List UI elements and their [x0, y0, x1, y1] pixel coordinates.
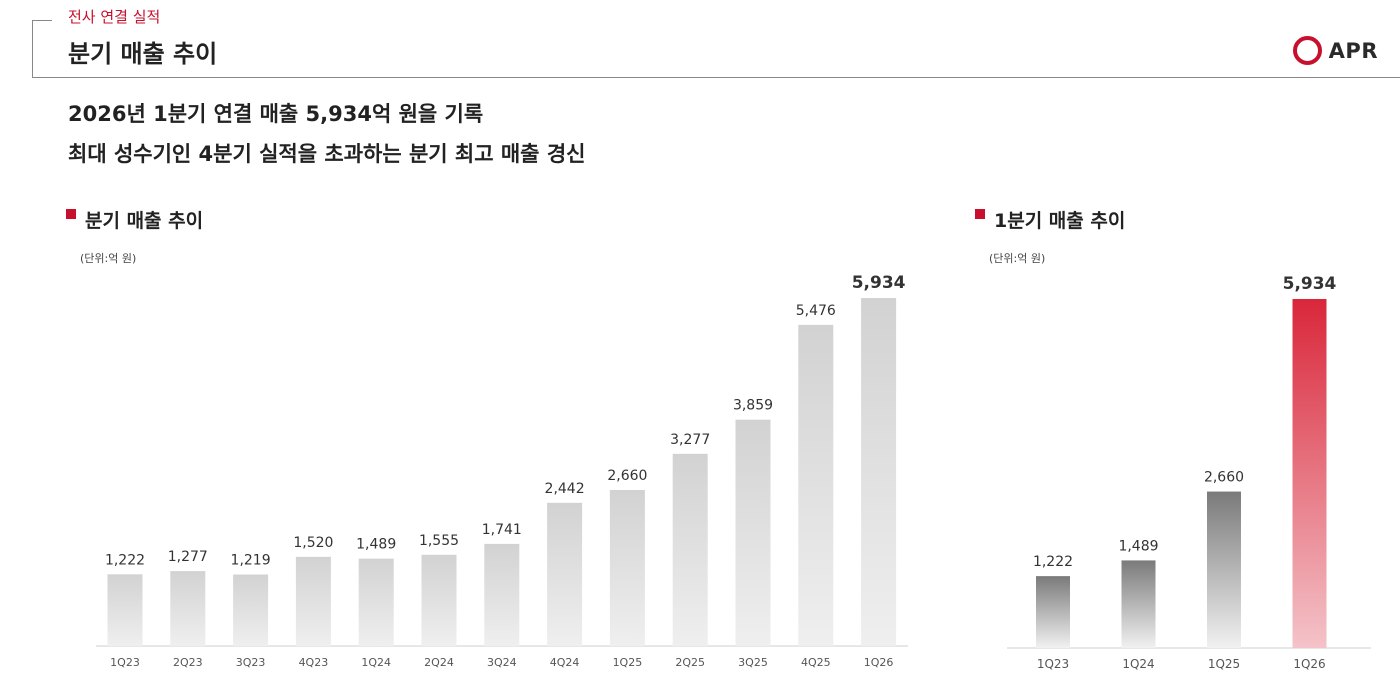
bar-2Q25	[672, 453, 708, 646]
bar-3Q24	[484, 543, 520, 646]
category-label-4Q25: 4Q25	[801, 656, 831, 669]
category-label-3Q25: 3Q25	[738, 656, 768, 669]
headline-line-2: 최대 성수기인 4분기 실적을 초과하는 분기 최고 매출 경신	[68, 142, 586, 166]
value-label-3Q25: 3,859	[733, 398, 773, 414]
category-label-1Q25: 1Q25	[1208, 657, 1240, 671]
bar-1Q26	[861, 298, 897, 646]
category-label-3Q23: 3Q23	[236, 656, 266, 669]
bar-1Q25	[609, 490, 645, 646]
value-label-4Q24: 2,442	[545, 481, 585, 497]
bar-1Q25	[1207, 491, 1241, 648]
header-frame	[32, 20, 1400, 78]
bar-3Q25	[735, 419, 771, 646]
bar-4Q25	[798, 324, 834, 646]
headline-line-1: 2026년 1분기 연결 매출 5,934억 원을 기록	[68, 102, 484, 126]
bar-1Q24	[1121, 560, 1156, 648]
bar-1Q26	[1292, 299, 1327, 648]
category-label-1Q24: 1Q24	[1122, 657, 1154, 671]
value-label-1Q23: 1,222	[105, 552, 145, 568]
bar-1Q23	[107, 574, 143, 646]
value-label-1Q25: 2,660	[1204, 470, 1244, 486]
bar-2Q24	[421, 554, 457, 646]
chart-title-row: 1분기 매출 추이	[975, 206, 1125, 233]
category-label-1Q23: 1Q23	[1037, 657, 1069, 671]
bar-2Q23	[170, 571, 206, 646]
category-label-2Q24: 2Q24	[424, 656, 454, 669]
value-label-4Q25: 5,476	[796, 303, 836, 319]
header-tick	[32, 20, 52, 21]
red-square-icon	[975, 208, 985, 219]
category-label-1Q23: 1Q23	[110, 656, 140, 669]
unit-label: (단위:억 원)	[989, 252, 1046, 265]
value-label-2Q24: 1,555	[419, 533, 459, 549]
bar-3Q23	[233, 574, 269, 646]
quarterly-sales-svg: 1,222 1Q23 1,277 2Q23 1,219 3Q23 1,520 4Q23 1,48…	[96, 273, 908, 669]
value-label-1Q25: 2,660	[607, 468, 647, 484]
value-label-1Q23: 1,222	[1033, 554, 1073, 570]
value-label-3Q24: 1,741	[482, 522, 522, 538]
chart-title: 1분기 매출 추이	[994, 210, 1126, 232]
quarterly-sales-chart: 분기 매출 추이 (단위:억 원) 1,222 1Q23 1,277 2Q23 1,21…	[66, 200, 916, 690]
category-label-1Q26: 1Q26	[864, 656, 894, 669]
value-label-3Q23: 1,219	[231, 553, 271, 569]
brand-logo: APR	[1292, 36, 1378, 65]
unit-label: (단위:억 원)	[80, 252, 137, 265]
category-label-1Q25: 1Q25	[613, 656, 643, 669]
category-label-3Q24: 3Q24	[487, 656, 517, 669]
value-label-4Q23: 1,520	[293, 535, 333, 551]
chart-title: 분기 매출 추이	[85, 210, 204, 232]
logo-text: APR	[1328, 38, 1378, 63]
category-label-1Q26: 1Q26	[1293, 657, 1325, 671]
category-label-2Q23: 2Q23	[173, 656, 203, 669]
bar-1Q23	[1036, 576, 1070, 648]
value-label-1Q26: 5,934	[1283, 274, 1337, 294]
section-label: 전사 연결 실적	[68, 8, 161, 26]
bar-1Q24	[358, 558, 394, 646]
category-label-1Q24: 1Q24	[361, 656, 391, 669]
category-label-2Q25: 2Q25	[675, 656, 705, 669]
bar-4Q24	[547, 502, 583, 646]
category-label-4Q23: 4Q23	[299, 656, 329, 669]
logo-ring-icon	[1292, 36, 1322, 65]
page-title: 분기 매출 추이	[68, 40, 218, 68]
chart-title-row: 분기 매출 추이	[66, 206, 203, 233]
q1-sales-chart: 1분기 매출 추이 (단위:억 원) 1,222 1Q23 1,489 1Q24 2,6…	[975, 200, 1385, 690]
red-square-icon	[66, 208, 76, 219]
value-label-1Q26: 5,934	[852, 273, 906, 293]
q1-sales-svg: 1,222 1Q23 1,489 1Q24 2,660 1Q25 5,934 1Q26	[1007, 274, 1371, 671]
category-label-4Q24: 4Q24	[550, 656, 580, 669]
value-label-2Q25: 3,277	[670, 432, 710, 448]
value-label-1Q24: 1,489	[1118, 538, 1158, 554]
value-label-2Q23: 1,277	[168, 549, 208, 565]
bar-4Q23	[295, 556, 331, 646]
value-label-1Q24: 1,489	[356, 537, 396, 553]
